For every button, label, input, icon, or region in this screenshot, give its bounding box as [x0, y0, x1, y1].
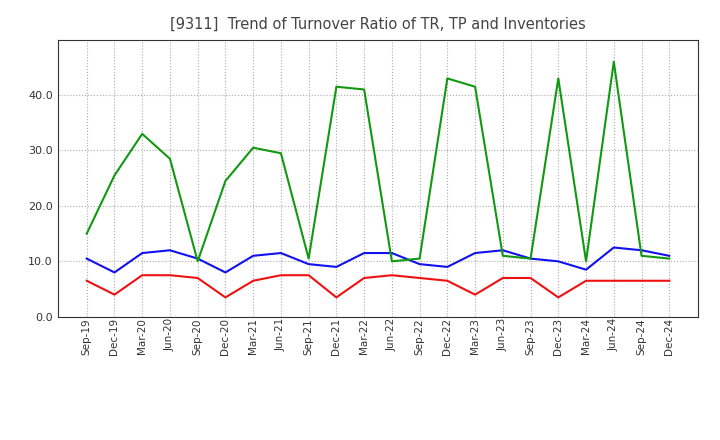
Inventories — [471, 84, 480, 89]
Inventories — [554, 76, 562, 81]
Title: [9311]  Trend of Turnover Ratio of TR, TP and Inventories: [9311] Trend of Turnover Ratio of TR, TP… — [170, 16, 586, 32]
Inventories — [110, 173, 119, 178]
Trade Payables — [443, 264, 451, 270]
Inventories — [415, 256, 424, 261]
Inventories — [82, 231, 91, 236]
Inventories — [194, 259, 202, 264]
Trade Receivables — [276, 272, 285, 278]
Trade Receivables — [582, 278, 590, 283]
Trade Payables — [637, 248, 646, 253]
Inventories — [138, 131, 147, 136]
Trade Payables — [110, 270, 119, 275]
Inventories — [387, 259, 396, 264]
Inventories — [498, 253, 507, 258]
Trade Receivables — [498, 275, 507, 281]
Trade Receivables — [332, 295, 341, 300]
Trade Receivables — [609, 278, 618, 283]
Line: Trade Receivables: Trade Receivables — [86, 275, 670, 297]
Trade Payables — [498, 248, 507, 253]
Trade Payables — [526, 256, 535, 261]
Trade Payables — [332, 264, 341, 270]
Trade Receivables — [221, 295, 230, 300]
Inventories — [305, 256, 313, 261]
Inventories — [609, 59, 618, 64]
Trade Payables — [665, 253, 674, 258]
Trade Receivables — [360, 275, 369, 281]
Trade Receivables — [443, 278, 451, 283]
Trade Receivables — [166, 272, 174, 278]
Line: Inventories: Inventories — [86, 62, 670, 261]
Trade Receivables — [194, 275, 202, 281]
Trade Receivables — [138, 272, 147, 278]
Inventories — [249, 145, 258, 150]
Inventories — [665, 256, 674, 261]
Trade Receivables — [471, 292, 480, 297]
Trade Payables — [305, 261, 313, 267]
Trade Receivables — [665, 278, 674, 283]
Trade Payables — [221, 270, 230, 275]
Trade Payables — [166, 248, 174, 253]
Trade Receivables — [637, 278, 646, 283]
Inventories — [637, 253, 646, 258]
Trade Payables — [138, 250, 147, 256]
Trade Payables — [249, 253, 258, 258]
Inventories — [276, 150, 285, 156]
Inventories — [443, 76, 451, 81]
Trade Payables — [609, 245, 618, 250]
Inventories — [166, 156, 174, 161]
Trade Receivables — [305, 272, 313, 278]
Trade Payables — [554, 259, 562, 264]
Trade Payables — [276, 250, 285, 256]
Trade Payables — [82, 256, 91, 261]
Line: Trade Payables: Trade Payables — [86, 247, 670, 272]
Trade Payables — [582, 267, 590, 272]
Trade Payables — [415, 261, 424, 267]
Trade Payables — [360, 250, 369, 256]
Inventories — [332, 84, 341, 89]
Trade Payables — [471, 250, 480, 256]
Trade Receivables — [415, 275, 424, 281]
Trade Payables — [194, 256, 202, 261]
Trade Receivables — [110, 292, 119, 297]
Trade Receivables — [387, 272, 396, 278]
Trade Receivables — [554, 295, 562, 300]
Inventories — [582, 259, 590, 264]
Trade Receivables — [249, 278, 258, 283]
Inventories — [221, 178, 230, 183]
Trade Receivables — [82, 278, 91, 283]
Inventories — [360, 87, 369, 92]
Inventories — [526, 256, 535, 261]
Trade Payables — [387, 250, 396, 256]
Trade Receivables — [526, 275, 535, 281]
